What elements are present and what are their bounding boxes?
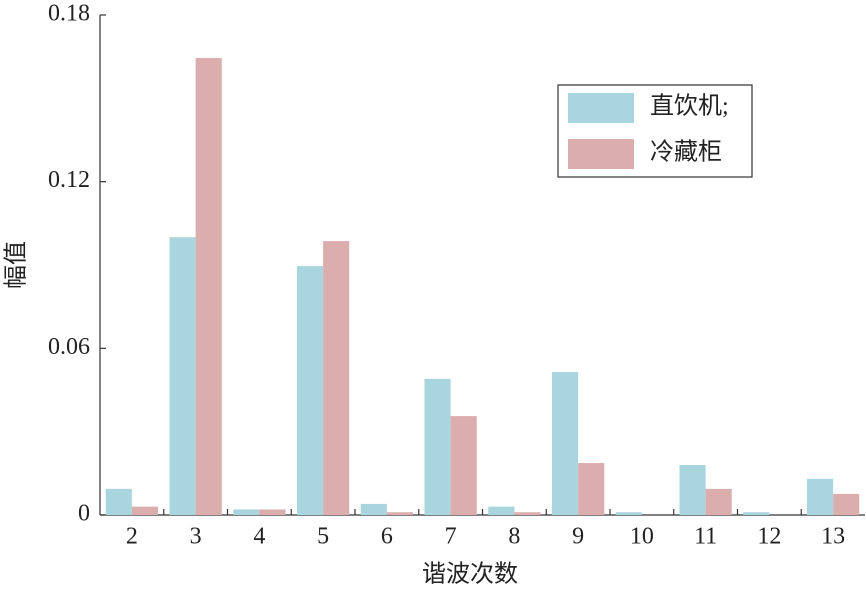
x-tick-label: 8: [508, 524, 520, 550]
x-tick-label: 5: [317, 524, 329, 550]
x-tick-label: 9: [572, 524, 584, 550]
bar: [105, 488, 132, 515]
bar: [806, 478, 834, 515]
bar: [259, 509, 286, 515]
bar: [323, 241, 350, 515]
bar: [551, 371, 579, 515]
bar: [514, 512, 541, 515]
y-tick-label: 0.18: [48, 1, 90, 27]
y-tick-label: 0.06: [48, 334, 90, 360]
bar: [705, 488, 732, 515]
bar: [578, 463, 605, 515]
x-tick-label: 11: [694, 524, 717, 550]
y-axis-label: 幅值: [3, 241, 30, 289]
x-tick-label: 12: [757, 524, 781, 550]
x-tick-label: 13: [821, 524, 845, 550]
x-tick-label: 6: [381, 524, 393, 550]
bar: [615, 512, 642, 515]
bar: [488, 506, 515, 515]
x-tick-label: 3: [190, 524, 202, 550]
legend-label: 直饮机;: [650, 93, 729, 120]
y-tick-label: 0: [78, 501, 90, 527]
bar: [833, 493, 860, 515]
x-axis-label: 谐波次数: [422, 561, 518, 588]
x-tick-label: 4: [253, 524, 265, 550]
bar: [195, 58, 222, 516]
x-tick-label: 2: [126, 524, 138, 550]
x-tick-label: 7: [445, 524, 457, 550]
bar: [386, 512, 414, 515]
bar: [169, 237, 196, 515]
bar: [450, 416, 477, 515]
bar: [679, 465, 706, 515]
legend-label: 冷藏柜: [650, 139, 722, 166]
bar: [424, 378, 451, 515]
x-tick-label: 10: [630, 524, 654, 550]
bar: [360, 503, 387, 515]
bar: [743, 512, 770, 515]
legend-swatch: [568, 93, 634, 123]
bar: [296, 266, 324, 515]
y-tick-label: 0.12: [48, 167, 90, 193]
legend-swatch: [568, 139, 634, 169]
bar: [131, 506, 159, 515]
bar: [233, 509, 260, 515]
